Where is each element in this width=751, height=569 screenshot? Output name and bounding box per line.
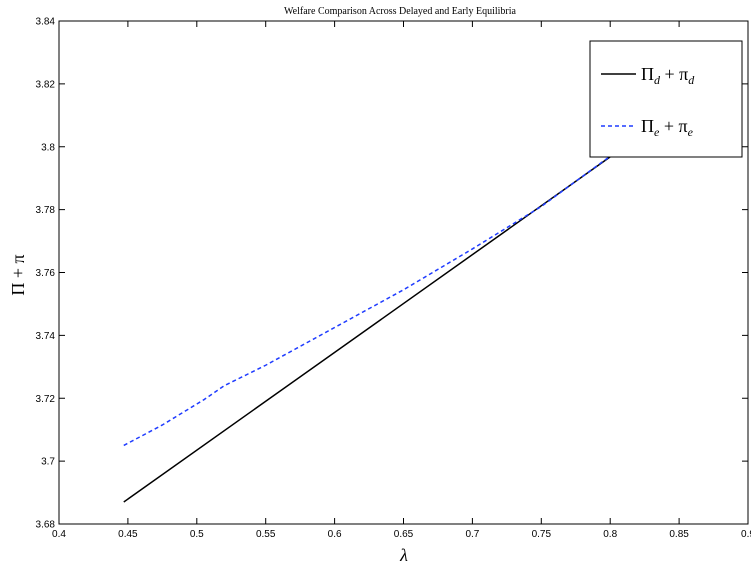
legend: Πd + πd Πe + πe — [589, 40, 743, 158]
legend-label-series-1-sub2: d — [688, 73, 695, 87]
legend-box — [589, 40, 743, 158]
x-axis-label: λ — [399, 545, 408, 565]
x-tick-label: 0.7 — [465, 529, 479, 540]
tick-layer: 0.4 0.45 0.5 0.55 0.6 0.65 0.7 0.75 0.8 0.85 0.9 3.… — [36, 17, 751, 541]
legend-label-series-1-main: Π — [641, 64, 654, 84]
legend-label-series-2-sub2: e — [688, 125, 694, 139]
x-tick-label: 0.9 — [741, 529, 751, 540]
legend-label-series-1-op: + π — [660, 64, 688, 84]
y-axis-label: Π + π — [8, 254, 28, 295]
x-tick-label: 0.8 — [603, 529, 617, 540]
legend-label-series-1: Πd + πd — [641, 64, 695, 87]
y-tick-label: 3.78 — [36, 205, 56, 216]
x-tick-label: 0.55 — [256, 529, 276, 540]
x-tick-label: 0.6 — [328, 529, 342, 540]
y-tick-label: 3.82 — [36, 79, 56, 90]
y-tick-label: 3.84 — [36, 17, 56, 28]
y-tick-label: 3.72 — [36, 394, 56, 405]
series-line-1 — [123, 136, 639, 503]
chart-title: Welfare Comparison Across Delayed and Ea… — [284, 6, 516, 17]
y-tick-label: 3.74 — [36, 331, 56, 342]
legend-label-series-2: Πe + πe — [641, 116, 694, 139]
y-tick-label: 3.68 — [36, 520, 56, 531]
legend-label-series-1-sub1: d — [654, 73, 661, 87]
x-tick-label: 0.75 — [532, 529, 552, 540]
series-layer — [123, 136, 639, 503]
legend-label-series-2-main: Π — [641, 116, 654, 136]
x-tick-label: 0.65 — [394, 529, 414, 540]
y-tick-label: 3.8 — [41, 142, 55, 153]
y-tick-label: 3.76 — [36, 268, 56, 279]
legend-label-series-2-sub1: e — [654, 125, 660, 139]
series-line-2 — [123, 136, 639, 447]
legend-label-series-2-op: + π — [659, 116, 687, 136]
x-tick-label: 0.45 — [118, 529, 138, 540]
x-tick-label: 0.4 — [52, 529, 66, 540]
x-tick-label: 0.85 — [669, 529, 689, 540]
x-tick-label: 0.5 — [190, 529, 204, 540]
y-tick-label: 3.7 — [41, 457, 55, 468]
